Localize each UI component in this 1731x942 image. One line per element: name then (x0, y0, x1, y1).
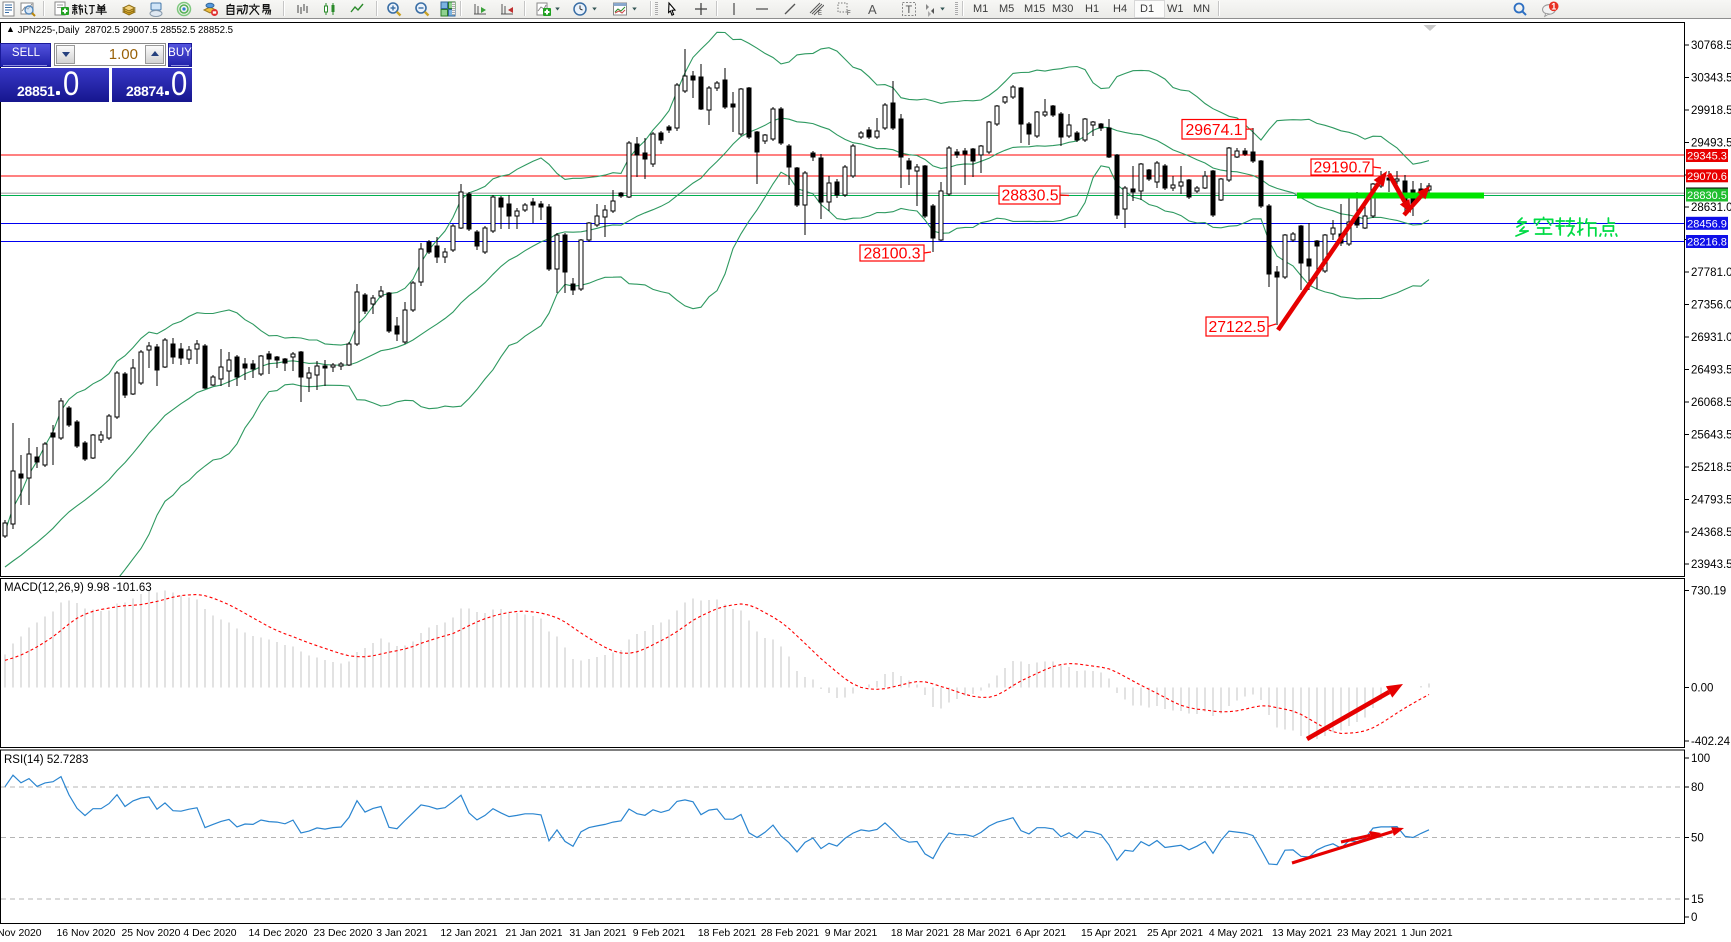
svg-text:25218.5: 25218.5 (1691, 462, 1731, 474)
svg-text:25 Apr 2021: 25 Apr 2021 (1147, 928, 1203, 939)
svg-text:26493.5: 26493.5 (1691, 365, 1731, 377)
svg-text:28216.8: 28216.8 (1687, 237, 1727, 249)
svg-text:14 Dec 2020: 14 Dec 2020 (249, 928, 308, 939)
svg-text:-402.24: -402.24 (1691, 736, 1731, 748)
svg-text:4 Dec 2020: 4 Dec 2020 (183, 928, 236, 939)
svg-text:1: 1 (1551, 1, 1556, 11)
svg-text:28456.9: 28456.9 (1687, 218, 1727, 230)
svg-text:15 Apr 2021: 15 Apr 2021 (1081, 928, 1137, 939)
svg-text:25 Nov 2020: 25 Nov 2020 (122, 928, 181, 939)
svg-text:26931.0: 26931.0 (1691, 332, 1731, 344)
svg-text:28 Mar 2021: 28 Mar 2021 (953, 928, 1012, 939)
svg-text:30343.5: 30343.5 (1691, 73, 1731, 85)
svg-text:A: A (868, 2, 877, 17)
svg-text:27122.5: 27122.5 (1208, 319, 1265, 336)
svg-text:23 May 2021: 23 May 2021 (1337, 928, 1397, 939)
svg-text:31 Jan 2021: 31 Jan 2021 (569, 928, 626, 939)
svg-text:27781.0: 27781.0 (1691, 267, 1731, 279)
svg-text:15: 15 (1691, 894, 1704, 906)
svg-text:4 May 2021: 4 May 2021 (1209, 928, 1264, 939)
svg-text:MACD(12,26,9) 9.98 -101.63: MACD(12,26,9) 9.98 -101.63 (4, 582, 152, 594)
svg-text:RSI(14) 52.7283: RSI(14) 52.7283 (4, 754, 88, 766)
svg-text:29493.5: 29493.5 (1691, 137, 1731, 149)
svg-text:12 Jan 2021: 12 Jan 2021 (440, 928, 497, 939)
svg-text:18 Mar 2021: 18 Mar 2021 (891, 928, 950, 939)
svg-text:730.19: 730.19 (1691, 585, 1726, 597)
svg-text:28830.5: 28830.5 (1687, 190, 1727, 202)
svg-text:18 Feb 2021: 18 Feb 2021 (698, 928, 757, 939)
svg-text:0: 0 (1691, 912, 1697, 924)
svg-text:25643.5: 25643.5 (1691, 429, 1731, 441)
svg-text:28631.0: 28631.0 (1691, 202, 1731, 214)
svg-text:3 Jan 2021: 3 Jan 2021 (376, 928, 428, 939)
svg-text:9 Feb 2021: 9 Feb 2021 (633, 928, 686, 939)
svg-text:F: F (847, 11, 851, 17)
svg-text:26068.5: 26068.5 (1691, 397, 1731, 409)
svg-text:5 Nov 2020: 5 Nov 2020 (0, 928, 42, 939)
svg-text:28830.5: 28830.5 (1001, 188, 1058, 205)
svg-text:6 Apr 2021: 6 Apr 2021 (1016, 928, 1066, 939)
svg-text:E: E (818, 11, 822, 17)
svg-text:24368.5: 24368.5 (1691, 527, 1731, 539)
svg-text:30768.5: 30768.5 (1691, 40, 1731, 52)
svg-text:9 Mar 2021: 9 Mar 2021 (825, 928, 878, 939)
svg-text:27356.0: 27356.0 (1691, 300, 1731, 312)
svg-text:24793.5: 24793.5 (1691, 494, 1731, 506)
svg-text:T: T (906, 4, 913, 16)
svg-text:28 Feb 2021: 28 Feb 2021 (761, 928, 820, 939)
svg-text:23943.5: 23943.5 (1691, 559, 1731, 571)
svg-text:13 May 2021: 13 May 2021 (1272, 928, 1332, 939)
svg-text:29190.7: 29190.7 (1313, 160, 1370, 177)
svg-text:23 Dec 2020: 23 Dec 2020 (314, 928, 373, 939)
svg-text:50: 50 (1691, 832, 1704, 844)
svg-text:21 Jan 2021: 21 Jan 2021 (505, 928, 562, 939)
svg-text:29345.3: 29345.3 (1687, 151, 1727, 163)
svg-text:29070.6: 29070.6 (1687, 171, 1727, 183)
svg-text:80: 80 (1691, 782, 1704, 794)
svg-text:28100.3: 28100.3 (863, 246, 920, 263)
svg-text:0.00: 0.00 (1691, 683, 1713, 695)
svg-text:29918.5: 29918.5 (1691, 105, 1731, 117)
svg-text:16 Nov 2020: 16 Nov 2020 (57, 928, 116, 939)
svg-text:1 Jun 2021: 1 Jun 2021 (1401, 928, 1453, 939)
svg-text:100: 100 (1691, 753, 1710, 765)
svg-text:29674.1: 29674.1 (1185, 122, 1242, 139)
